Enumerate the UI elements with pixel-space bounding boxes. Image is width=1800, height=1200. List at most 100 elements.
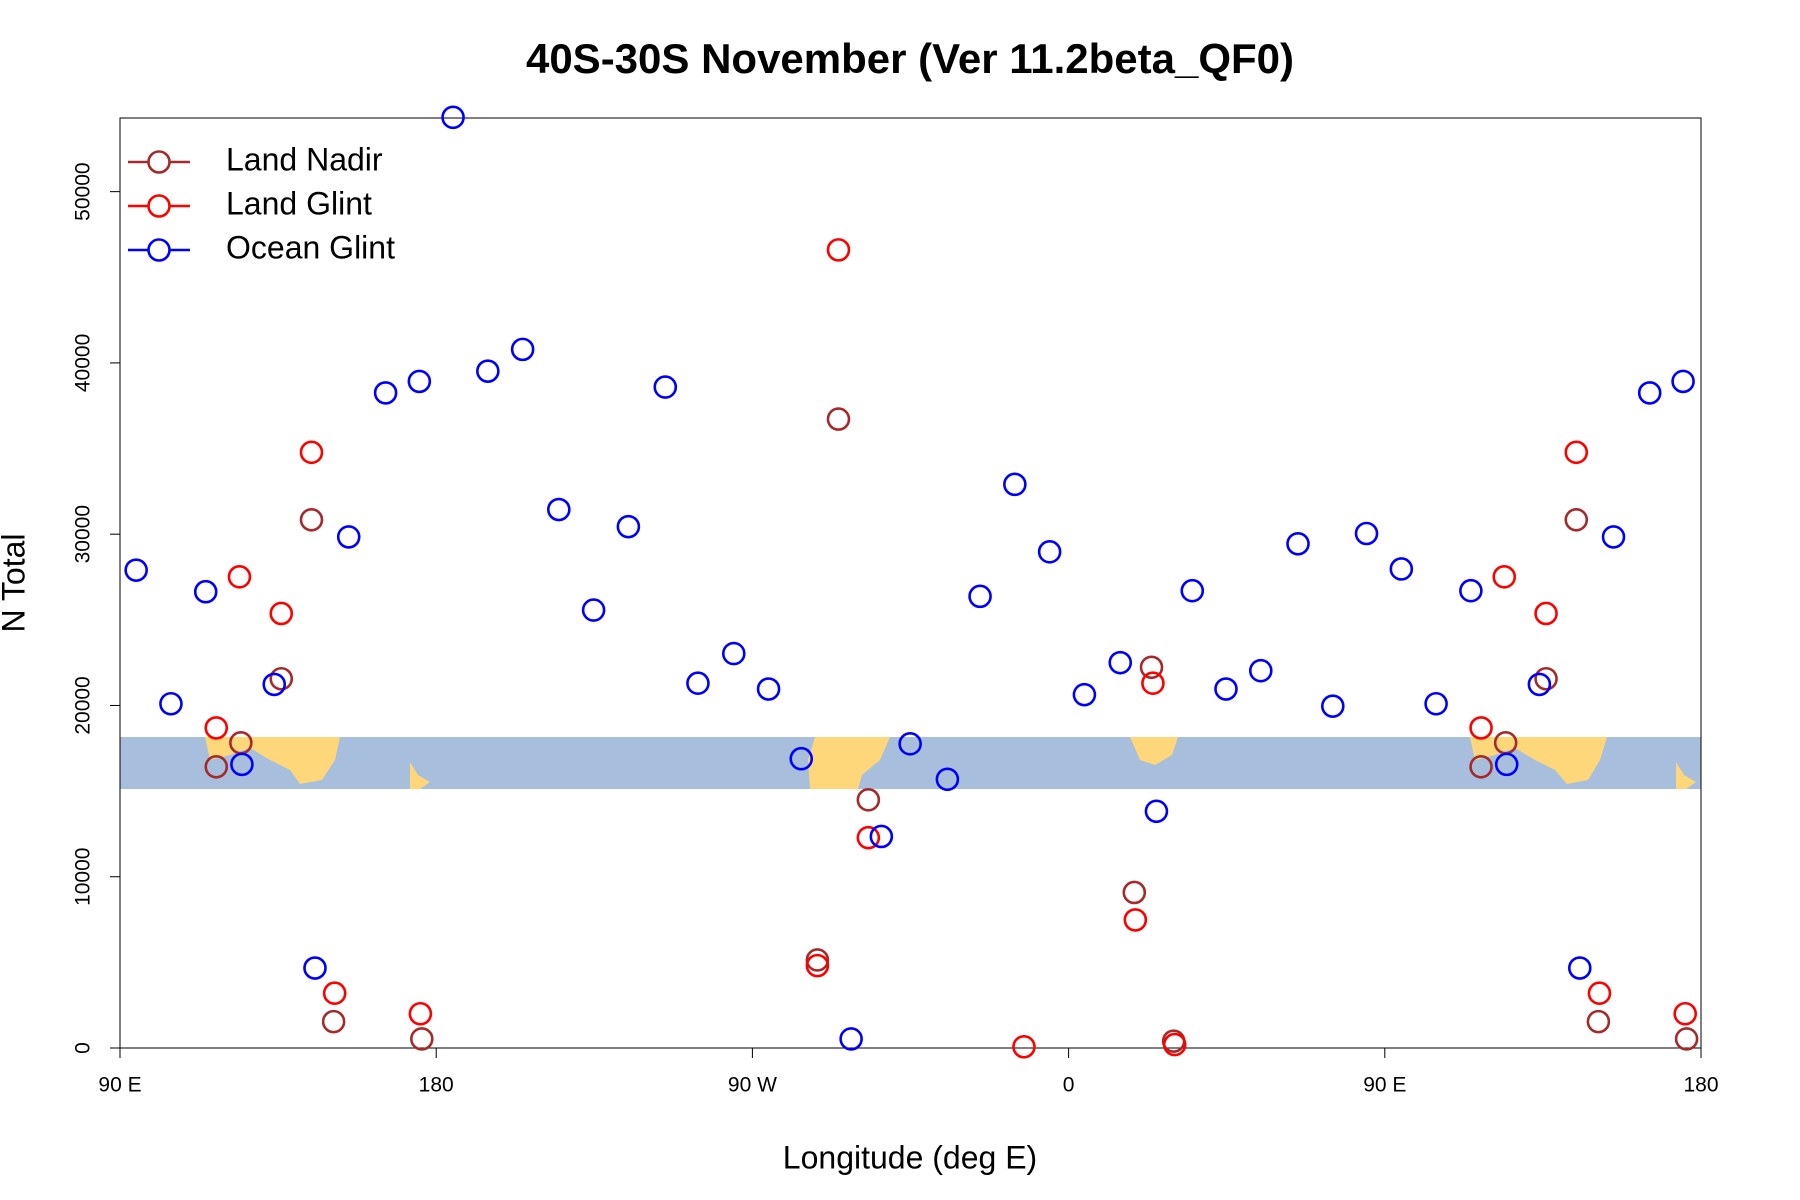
point — [1286, 531, 1310, 556]
point — [262, 672, 287, 697]
point — [1601, 525, 1626, 549]
point — [408, 1001, 433, 1026]
point — [756, 677, 781, 701]
point — [1564, 508, 1589, 532]
plot-frame — [119, 117, 1702, 1049]
legend-label: Land Glint — [226, 185, 372, 221]
point — [1123, 908, 1148, 932]
point — [299, 508, 324, 532]
point — [1637, 381, 1662, 405]
point — [269, 601, 294, 626]
map-strip — [120, 737, 1701, 789]
x-tick-label: 90 E — [98, 1074, 141, 1097]
y-axis-label: N Total — [0, 533, 31, 632]
point — [1459, 578, 1483, 603]
point — [204, 716, 229, 740]
point — [721, 641, 746, 666]
point — [227, 565, 252, 589]
point — [1469, 716, 1493, 740]
point — [1492, 565, 1517, 589]
point — [124, 558, 148, 582]
point — [1139, 655, 1164, 680]
point — [159, 691, 183, 716]
point — [1003, 472, 1027, 497]
point — [1534, 666, 1558, 691]
y-tick-label: 30000 — [72, 505, 95, 563]
point — [1072, 682, 1097, 707]
point — [1527, 672, 1552, 697]
point — [1494, 752, 1519, 777]
point — [805, 953, 830, 978]
point — [1162, 1032, 1187, 1057]
point — [686, 671, 710, 695]
point — [789, 746, 814, 771]
point — [1673, 1001, 1697, 1026]
point — [1354, 521, 1379, 546]
legend-marker — [147, 150, 171, 174]
point — [269, 666, 294, 691]
point — [805, 948, 830, 972]
point — [476, 359, 500, 383]
x-tick-label: 90 E — [1363, 1074, 1406, 1097]
legend-marker — [147, 238, 171, 262]
point — [1037, 540, 1062, 564]
point — [1141, 671, 1165, 695]
x-axis-label: Longitude (deg E) — [783, 1139, 1037, 1175]
point — [898, 732, 922, 756]
legend-marker — [147, 194, 171, 218]
y-tick-label: 0 — [72, 1042, 95, 1054]
point — [869, 824, 894, 849]
point — [1108, 650, 1133, 675]
point — [321, 1009, 346, 1034]
point — [409, 1027, 434, 1051]
y-tick-label: 20000 — [72, 676, 95, 734]
point — [303, 956, 327, 980]
point — [1534, 601, 1558, 626]
chart-title: 40S-30S November (Ver 11.2beta_QF0) — [526, 35, 1294, 82]
point — [336, 525, 361, 549]
point — [1587, 981, 1612, 1005]
point — [1180, 578, 1205, 603]
point — [299, 440, 324, 465]
point — [1671, 369, 1695, 394]
point — [193, 579, 218, 604]
point — [826, 407, 851, 431]
point — [1586, 1009, 1611, 1034]
legend-label: Land Nadir — [226, 141, 383, 177]
point — [1424, 691, 1448, 716]
y-tick-label: 50000 — [72, 162, 95, 220]
point — [441, 105, 465, 130]
point — [653, 375, 678, 399]
x-tick-label: 180 — [419, 1074, 454, 1097]
x-tick-label: 180 — [1683, 1074, 1718, 1097]
point — [1012, 1035, 1036, 1059]
point — [230, 752, 254, 777]
y-tick-label: 40000 — [72, 334, 95, 392]
point — [935, 767, 960, 792]
point — [1321, 694, 1345, 718]
point — [1469, 754, 1493, 779]
point — [1248, 658, 1273, 683]
legend-label: Ocean Glint — [226, 229, 395, 265]
point — [856, 825, 881, 850]
point — [1389, 557, 1414, 581]
point — [1122, 880, 1147, 905]
point — [616, 514, 641, 539]
point — [968, 584, 992, 609]
point — [322, 981, 347, 1005]
point — [1567, 956, 1592, 980]
point — [1144, 799, 1169, 824]
point — [1564, 440, 1589, 465]
point — [581, 598, 606, 622]
point — [856, 788, 881, 812]
point — [510, 337, 535, 362]
point — [407, 369, 432, 394]
point — [839, 1027, 863, 1051]
x-tick-label: 0 — [1063, 1074, 1075, 1097]
point — [1214, 677, 1238, 701]
point — [547, 497, 571, 522]
point — [1674, 1027, 1699, 1051]
point — [373, 381, 398, 405]
point — [826, 238, 851, 262]
